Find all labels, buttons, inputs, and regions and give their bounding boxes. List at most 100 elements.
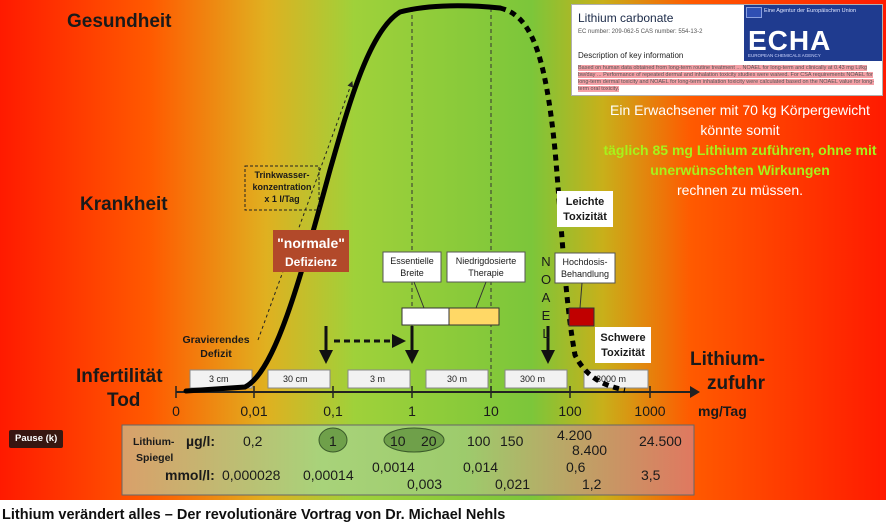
blood-table-title-1: Lithium- — [133, 436, 175, 448]
y-label-health: Gesundheit — [67, 11, 172, 32]
svg-text:L: L — [542, 326, 549, 341]
echa-highlighted-text: Based on human data obtained from long-t… — [578, 65, 875, 93]
echa-substance-name: Lithium carbonate — [578, 11, 674, 25]
x-axis-label-line1: Lithium- — [690, 349, 765, 370]
essential-pointer — [413, 281, 425, 309]
high-dose-label-box — [554, 252, 616, 284]
svg-text:Niedrigdosierte: Niedrigdosierte — [456, 256, 517, 266]
ugl-value: 24.500 — [639, 433, 682, 449]
mild-toxicity-label: Leichte Toxizität — [563, 196, 607, 223]
mmol-value: 0,0014 — [372, 459, 415, 475]
high-dose-pointer — [579, 282, 583, 309]
x-tick-label: 0 — [172, 403, 180, 419]
dose-response-curve — [183, 3, 503, 394]
essential-range-bar — [401, 307, 450, 326]
svg-text:A: A — [542, 290, 551, 305]
drinking-water-arrow — [257, 81, 354, 341]
water-volume-label: 3 cm — [209, 374, 229, 384]
mmol-values: 0,000028 0,00014 0,0014 0,003 0,014 0,02… — [222, 459, 661, 492]
low-dose-pointer — [475, 281, 487, 309]
severe-deficit-label: Gravierendes Defizit — [182, 334, 249, 360]
dose-response-curve-dotted — [499, 5, 626, 393]
x-tick-label: 0,01 — [240, 403, 267, 419]
blood-unit-ugl: µg/l: — [186, 433, 215, 449]
svg-text:Schwere: Schwere — [600, 332, 645, 344]
low-dose-label: Niedrigdosierte Therapie — [456, 256, 517, 278]
guide-lines — [411, 8, 492, 385]
drinking-water-label: Trinkwasser- konzentration x 1 l/Tag — [252, 170, 311, 204]
dose-markers — [319, 326, 555, 364]
svg-text:Defizit: Defizit — [200, 348, 232, 360]
water-volume-label: 3 m — [370, 374, 385, 384]
mmol-value: 0,6 — [566, 459, 586, 475]
x-axis-tick-labels: 0 0,01 0,1 1 10 100 1000 — [172, 403, 666, 419]
right-text-line2: könnte somit — [700, 122, 780, 138]
right-text-line4: unerwünschten Wirkungen — [650, 162, 830, 178]
noael-label: N O A E L — [541, 254, 551, 341]
x-axis-label-line2: zufuhr — [707, 373, 766, 394]
ugl-value: 8.400 — [572, 442, 607, 458]
svg-text:konzentration: konzentration — [252, 182, 311, 192]
pause-tooltip: Pause (k) — [9, 430, 64, 448]
echa-identifiers: EC number: 209-062-5 CAS number: 554-13-… — [578, 29, 703, 35]
drinking-water-box — [244, 165, 320, 211]
ugl-value: 0,2 — [243, 433, 263, 449]
y-label-death: Tod — [107, 390, 140, 411]
mmol-value: 0,021 — [495, 476, 530, 492]
normal-label: "normale" — [277, 235, 345, 251]
svg-text:N: N — [541, 254, 550, 269]
echa-section-heading: Description of key information — [578, 51, 684, 60]
water-volume-label: 3000 m — [596, 374, 626, 384]
svg-text:O: O — [541, 272, 551, 287]
svg-text:E: E — [542, 308, 551, 323]
high-dose-label: Hochdosis- Behandlung — [561, 257, 609, 279]
svg-text:Essentielle: Essentielle — [390, 256, 434, 266]
deficiency-label: Defizienz — [285, 255, 337, 269]
essential-range-label: Essentielle Breite — [390, 256, 434, 278]
water-volume-label: 30 m — [447, 374, 467, 384]
blood-unit-mmol: mmol/l: — [165, 467, 215, 483]
svg-text:Hochdosis-: Hochdosis- — [562, 257, 607, 267]
x-tick-label: 10 — [483, 403, 499, 419]
high-dose-range-bar — [568, 307, 595, 327]
svg-text:x 1 l/Tag: x 1 l/Tag — [264, 194, 299, 204]
right-text-line5: rechnen zu müssen. — [676, 182, 804, 198]
essential-range-label-box — [382, 251, 442, 283]
mild-toxicity-box — [557, 191, 613, 227]
right-text-line1: Ein Erwachsener mit 70 kg Körpergewicht — [610, 102, 870, 118]
svg-text:Leichte: Leichte — [566, 196, 605, 208]
echa-logo-subtitle: EUROPEAN CHEMICALS AGENCY — [748, 53, 821, 58]
x-axis-unit: mg/Tag — [698, 403, 747, 419]
x-tick-label: 1 — [408, 403, 416, 419]
mmol-value: 0,014 — [463, 459, 498, 475]
ugl-value: 1 — [329, 433, 337, 449]
video-title[interactable]: Lithium verändert alles – Der revolution… — [2, 507, 506, 523]
ugl-values: 0,2 1 10 20 100 150 4.200 8.400 24.500 — [243, 427, 682, 458]
echa-body-text: Based on human data obtained from long-t… — [578, 65, 878, 94]
ugl-value: 4.200 — [557, 427, 592, 443]
svg-text:Toxizität: Toxizität — [563, 211, 607, 223]
video-frame[interactable]: Gesundheit Krankheit Infertilität Tod 3 … — [0, 0, 886, 500]
svg-text:Breite: Breite — [400, 268, 424, 278]
highlight-ellipse-2 — [383, 427, 445, 453]
water-volume-scale: 3 cm 30 cm 3 m 30 m 300 m 3000 m — [189, 369, 649, 389]
svg-text:Therapie: Therapie — [468, 268, 504, 278]
echa-logo: Eine Agentur der Europäischen Union ECHA… — [744, 5, 882, 61]
x-axis-ticks — [175, 386, 651, 398]
blood-table-title-2: Spiegel — [136, 452, 173, 464]
x-tick-label: 100 — [558, 403, 582, 419]
severe-toxicity-box — [595, 327, 651, 363]
y-label-infertility: Infertilität — [76, 366, 163, 387]
mmol-value: 3,5 — [641, 467, 661, 483]
x-tick-label: 1000 — [634, 403, 665, 419]
y-label-disease: Krankheit — [80, 194, 168, 215]
water-volume-label: 300 m — [520, 374, 545, 384]
ugl-value: 10 — [390, 433, 406, 449]
svg-text:Gravierendes: Gravierendes — [182, 334, 249, 346]
severe-toxicity-label: Schwere Toxizität — [600, 332, 645, 359]
right-text-line3: täglich 85 mg Lithium zuführen, ohne mit — [603, 142, 877, 158]
mmol-value: 0,00014 — [303, 467, 354, 483]
mmol-value: 0,003 — [407, 476, 442, 492]
echa-document-excerpt: Lithium carbonate EC number: 209-062-5 C… — [571, 4, 883, 96]
low-dose-range-bar — [448, 307, 500, 326]
